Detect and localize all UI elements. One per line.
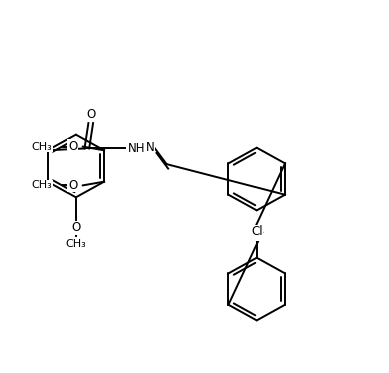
Text: Cl: Cl	[251, 225, 263, 238]
Text: O: O	[68, 140, 77, 153]
Text: CH₃: CH₃	[32, 142, 53, 151]
Text: NH: NH	[128, 142, 145, 154]
Text: O: O	[86, 109, 95, 121]
Text: O: O	[71, 222, 81, 234]
Text: O: O	[252, 228, 261, 241]
Text: CH₃: CH₃	[65, 239, 86, 248]
Text: N: N	[146, 141, 155, 154]
Text: O: O	[68, 179, 77, 192]
Text: CH₃: CH₃	[32, 181, 53, 190]
